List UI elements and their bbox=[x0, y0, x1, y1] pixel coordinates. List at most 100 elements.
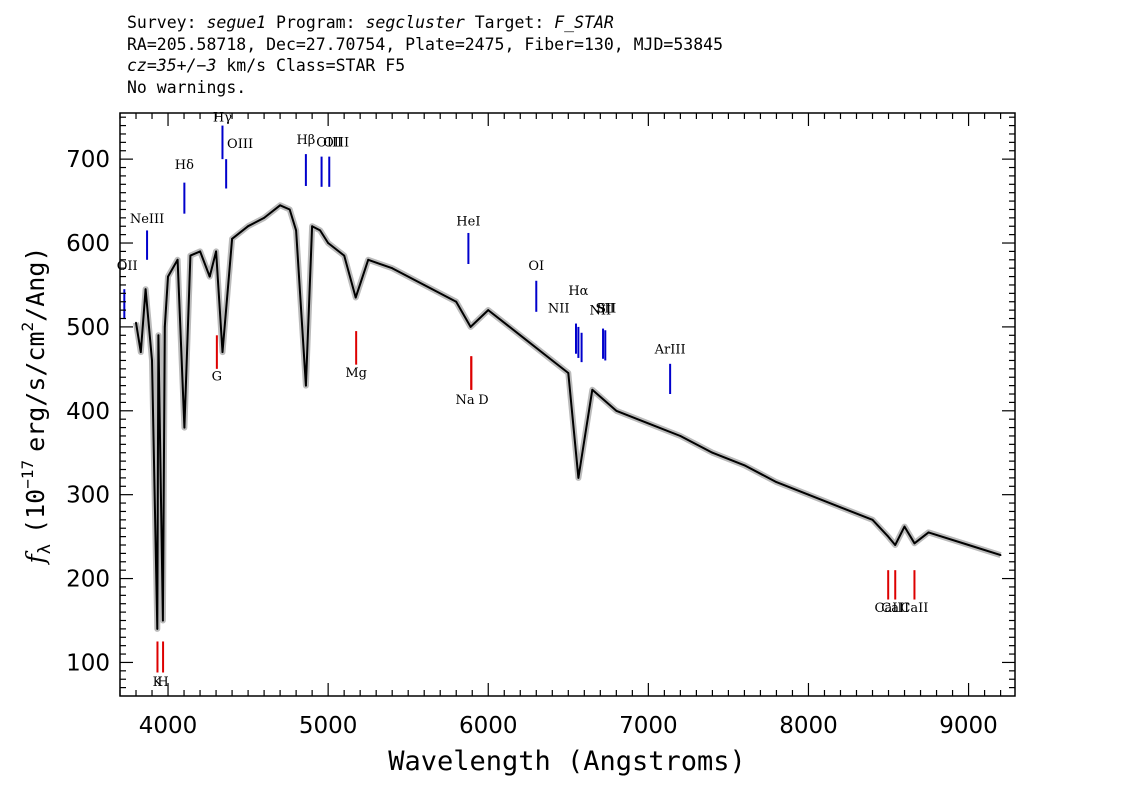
flux-point bbox=[519, 334, 522, 337]
flux-point bbox=[189, 254, 192, 257]
flux-point bbox=[135, 321, 137, 324]
program-label: Program: bbox=[276, 13, 356, 32]
absorption-line-label: Na bbox=[455, 393, 474, 408]
flux-point bbox=[156, 628, 159, 630]
flux-point bbox=[894, 544, 897, 546]
absorption-line-label: CaII bbox=[900, 601, 928, 616]
spectrum-header: Survey: segue1 Program: segcluster Targe… bbox=[127, 12, 723, 98]
emission-line-label: Hα bbox=[568, 284, 588, 299]
header-line-2: RA=205.58718, Dec=27.70754, Plate=2475, … bbox=[127, 34, 724, 54]
emission-line-label: Hγ bbox=[213, 110, 232, 125]
flux-point bbox=[343, 254, 346, 257]
y-tick-label: 700 bbox=[66, 147, 110, 173]
y-label-units: erg/s/cm bbox=[21, 331, 50, 451]
flux-point bbox=[391, 267, 394, 270]
emission-line-label: OI bbox=[528, 259, 544, 274]
y-label-f: f bbox=[21, 550, 50, 565]
absorption-line-label: D bbox=[478, 393, 488, 408]
flux-point bbox=[247, 225, 250, 228]
emission-line-label: NII bbox=[589, 303, 611, 318]
emission-line-label: SII bbox=[597, 302, 616, 317]
flux-point bbox=[151, 359, 153, 362]
y-axis-label: fλ (10−17 erg/s/cm2/Ang) bbox=[18, 247, 55, 566]
flux-point bbox=[913, 542, 916, 545]
flux-error-band bbox=[133, 202, 1002, 632]
y-label-scale: (10 bbox=[21, 489, 50, 534]
flux-point bbox=[163, 326, 166, 328]
flux-point bbox=[183, 426, 186, 429]
y-tick-label: 100 bbox=[66, 650, 110, 676]
flux-point bbox=[487, 309, 490, 311]
flux-point bbox=[295, 229, 297, 232]
x-axis-label: Wavelength (Angstroms) bbox=[388, 746, 746, 777]
absorption-line-label: CaII bbox=[881, 601, 909, 616]
emission-line-label: NeIII bbox=[130, 212, 164, 227]
flux-point bbox=[144, 288, 147, 291]
y-label-lambda: λ bbox=[35, 544, 55, 554]
flux-point bbox=[327, 242, 329, 244]
flux-point bbox=[354, 296, 357, 299]
absorption-line-label: H bbox=[157, 675, 168, 690]
flux-point bbox=[167, 275, 169, 278]
flux-point bbox=[999, 554, 1002, 556]
error-band-layer bbox=[133, 202, 1002, 632]
flux-point bbox=[887, 535, 890, 538]
emission-line-label: OIII bbox=[323, 136, 349, 151]
flux-point bbox=[208, 275, 211, 278]
flux-point bbox=[288, 208, 291, 211]
y-tick-label: 400 bbox=[66, 399, 110, 425]
flux-point bbox=[157, 334, 160, 337]
emission-line-label: Hβ bbox=[296, 133, 315, 148]
flux-point bbox=[176, 258, 179, 261]
flux-point bbox=[162, 619, 164, 622]
flux-line bbox=[135, 204, 1001, 630]
flux-point bbox=[743, 464, 746, 467]
survey-value: segue1 bbox=[206, 13, 267, 32]
flux-point bbox=[567, 372, 570, 374]
emission-line-label: OII bbox=[117, 259, 138, 274]
y-label-squared: 2 bbox=[18, 322, 37, 332]
survey-label: Survey: bbox=[127, 13, 197, 32]
flux-point bbox=[967, 544, 970, 546]
flux-point bbox=[319, 229, 321, 232]
x-tick-label: 5000 bbox=[299, 713, 358, 739]
flux-point bbox=[469, 326, 472, 328]
flux-point bbox=[775, 481, 778, 483]
flux-point bbox=[367, 258, 370, 261]
absorption-line-label: CaII bbox=[875, 601, 903, 616]
flux-point bbox=[871, 518, 874, 521]
redshift-value: cz=35+/−3 bbox=[127, 56, 217, 75]
flux-point bbox=[615, 409, 618, 412]
flux-point bbox=[139, 351, 142, 353]
flux-point bbox=[591, 388, 594, 391]
flux-point bbox=[305, 384, 307, 387]
emission-line-label: ArIII bbox=[654, 343, 686, 358]
flux-point bbox=[647, 422, 650, 425]
flux-point bbox=[711, 451, 714, 454]
header-line-4: No warnings. bbox=[127, 77, 247, 97]
flux-line-layer bbox=[135, 204, 1002, 630]
flux-point bbox=[551, 359, 554, 362]
x-tick-label: 6000 bbox=[459, 713, 518, 739]
flux-point bbox=[263, 217, 265, 219]
emission-line-label: HeI bbox=[456, 214, 480, 229]
x-tick-label: 4000 bbox=[139, 713, 198, 739]
flux-point bbox=[423, 284, 426, 286]
flux-point bbox=[455, 300, 458, 303]
emission-line-label: OIII bbox=[227, 137, 253, 152]
y-label-per-ang: /Ang) bbox=[21, 247, 50, 322]
header-line-3: cz=35+/−3 km/s Class=STAR F5 bbox=[127, 55, 723, 77]
flux-point bbox=[199, 250, 202, 253]
absorption-line-label: Mg bbox=[345, 366, 367, 381]
emission-line-label: NII bbox=[548, 302, 570, 317]
flux-point bbox=[903, 525, 906, 528]
y-label-exponent: −17 bbox=[18, 460, 37, 489]
class-info: km/s Class=STAR F5 bbox=[226, 56, 406, 75]
header-line-1: Survey: segue1 Program: segcluster Targe… bbox=[127, 12, 723, 34]
emission-line-label: OIII bbox=[316, 136, 342, 151]
flux-point bbox=[577, 477, 580, 479]
flux-point bbox=[927, 531, 930, 534]
emission-line-label: Hδ bbox=[175, 158, 194, 173]
